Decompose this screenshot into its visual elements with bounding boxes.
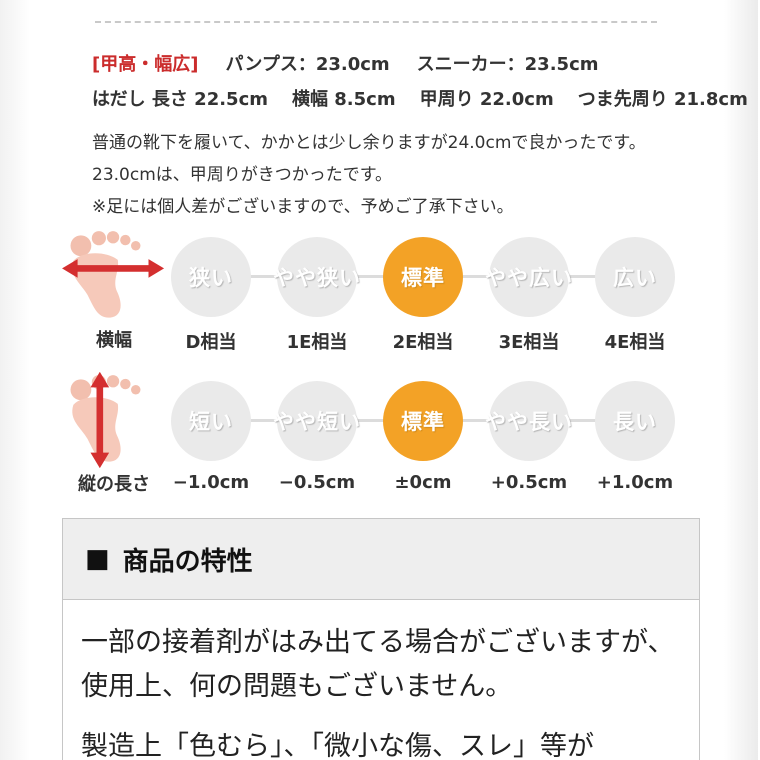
length-option-long: 長い +1.0cm — [582, 381, 688, 493]
length-option-sub: ±0cm — [394, 472, 452, 493]
features-paragraph: 一部の接着剤がはみ出てる場合がございますが、使用上、何の問題もございません。 — [81, 627, 675, 702]
width-option-sub: 2E相当 — [392, 332, 454, 353]
features-paragraph: 製造上「色むら」、「微小な傷、スレ」等が — [81, 731, 594, 760]
features-header: ■ 商品の特性 — [63, 519, 699, 600]
width-option-slightly-narrow: やや狭い 1E相当 — [264, 237, 370, 354]
foot-measurement-line: はだし 長さ 22.5cm 横幅 8.5cm 甲周り 22.0cm つま先周り … — [92, 85, 748, 111]
width-axis-label: 横幅 — [96, 330, 132, 351]
length-scale-options: 短い −1.0cm やや短い −0.5cm 標準 ±0cm やや長い +0.5c… — [158, 381, 688, 493]
width-option-circle: やや広い — [485, 237, 572, 317]
fit-comment-line: 23.0cmは、甲周りがきつかったです。 — [92, 165, 393, 185]
barefoot-length: はだし 長さ 22.5cm — [92, 89, 269, 110]
length-option-circle: やや長い — [485, 381, 572, 461]
length-option-sub: +0.5cm — [490, 472, 568, 493]
length-option-circle-selected: 標準 — [383, 381, 463, 461]
width-option-narrow: 狭い D相当 — [158, 237, 264, 354]
length-option-circle: 長い — [595, 381, 675, 461]
length-option-standard-selected: 標準 ±0cm — [370, 381, 476, 493]
width-option-sub: 3E相当 — [498, 332, 560, 353]
length-option-sub: −0.5cm — [278, 472, 356, 493]
width-option-circle: 狭い — [171, 237, 251, 317]
width-option-wide: 広い 4E相当 — [582, 237, 688, 354]
length-option-circle: やや短い — [273, 381, 360, 461]
length-option-short: 短い −1.0cm — [158, 381, 264, 493]
sneaker-size: スニーカー：23.5cm — [416, 54, 599, 75]
square-bullet-icon: ■ — [85, 544, 110, 574]
dashed-divider — [95, 21, 657, 23]
product-features-box: ■ 商品の特性 一部の接着剤がはみ出てる場合がございますが、使用上、何の問題もご… — [62, 518, 700, 760]
pumps-size: パンプス：23.0cm — [225, 54, 390, 75]
width-option-slightly-wide: やや広い 3E相当 — [476, 237, 582, 354]
foot-width: 横幅 8.5cm — [292, 89, 396, 110]
features-body: 一部の接着剤がはみ出てる場合がございますが、使用上、何の問題もございません。 製… — [63, 600, 699, 760]
instep-girth: 甲周り 22.0cm — [419, 89, 554, 110]
foot-length-icon — [62, 371, 166, 469]
width-option-sub: D相当 — [185, 332, 237, 353]
fit-comment-line: 普通の靴下を履いて、かかとは少し余りますが24.0cmで良かったです。 — [92, 133, 646, 153]
width-option-circle-selected: 標準 — [383, 237, 463, 317]
width-scale-row: 横幅 狭い D相当 やや狭い 1E相当 標準 2E相当 やや広い 3E相当 広い… — [0, 228, 760, 354]
fit-comment: 普通の靴下を履いて、かかとは少し余りますが24.0cmで良かったです。 23.0… — [92, 127, 646, 223]
length-option-slightly-short: やや短い −0.5cm — [264, 381, 370, 493]
width-option-standard-selected: 標準 2E相当 — [370, 237, 476, 354]
length-option-circle: 短い — [171, 381, 251, 461]
width-scale-options: 狭い D相当 やや狭い 1E相当 標準 2E相当 やや広い 3E相当 広い 4E… — [158, 237, 688, 354]
length-axis-label: 縦の長さ — [78, 474, 150, 495]
width-option-circle: 広い — [595, 237, 675, 317]
fit-type-tag: [甲高・幅広] — [92, 54, 199, 75]
features-title: 商品の特性 — [122, 546, 253, 577]
width-option-sub: 1E相当 — [286, 332, 348, 353]
length-option-slightly-long: やや長い +0.5cm — [476, 381, 582, 493]
width-option-circle: やや狭い — [273, 237, 360, 317]
foot-width-icon — [62, 228, 166, 324]
shoe-size-line: [甲高・幅広] パンプス：23.0cm スニーカー：23.5cm — [92, 50, 599, 76]
toe-girth: つま先周り 21.8cm — [577, 89, 748, 110]
fit-comment-line: ※足には個人差がございますので、予めご了承下さい。 — [92, 197, 514, 217]
width-option-sub: 4E相当 — [604, 332, 666, 353]
length-option-sub: +1.0cm — [596, 472, 674, 493]
length-option-sub: −1.0cm — [172, 472, 250, 493]
length-scale-row: 縦の長さ 短い −1.0cm やや短い −0.5cm 標準 ±0cm やや長い … — [0, 371, 760, 496]
